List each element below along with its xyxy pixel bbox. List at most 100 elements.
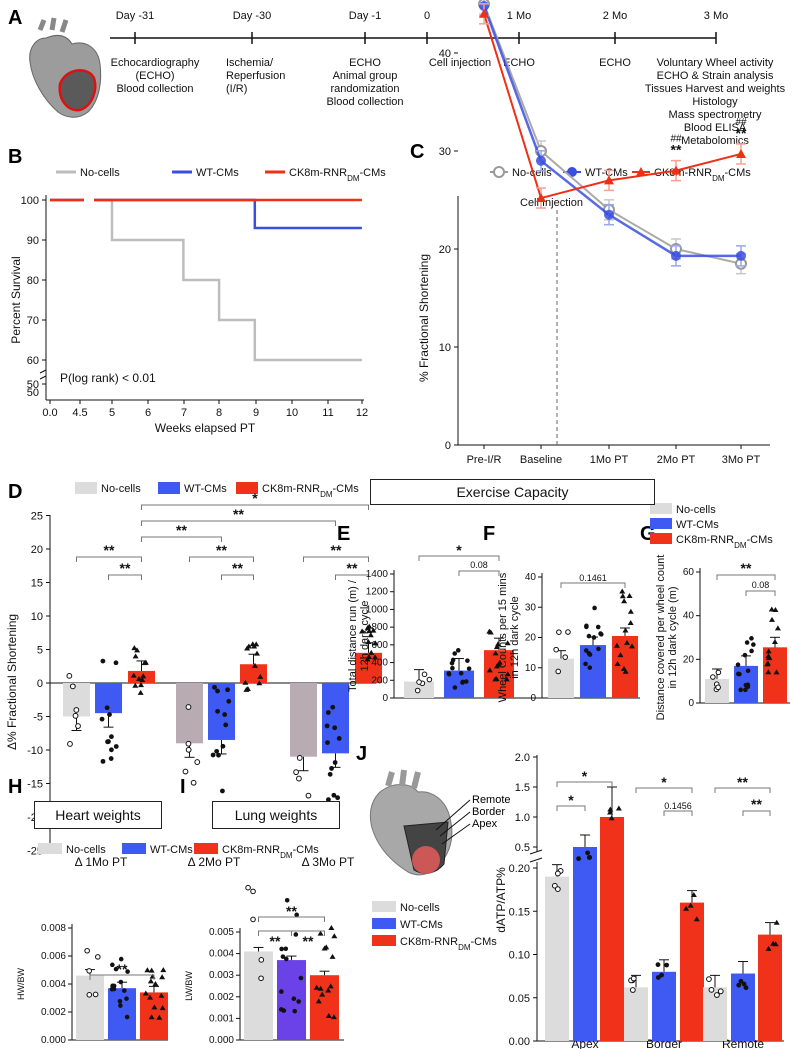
data-point (125, 969, 130, 974)
legend-ck8-sub: DM (320, 490, 333, 499)
data-point (619, 588, 626, 594)
y-tick-label: 0.008 (41, 923, 66, 934)
data-point (372, 640, 379, 646)
legend-ck8-sub: DM (458, 943, 471, 952)
sig-label: ** (216, 542, 227, 558)
data-point (109, 747, 114, 753)
y-tick-label: 0 (37, 678, 43, 690)
sig-bracket (108, 574, 142, 580)
y-tick-label: 1000 (366, 604, 389, 615)
y-tick-label: 0.005 (209, 927, 234, 938)
timeline-event-text: Blood collection (326, 96, 403, 108)
x-tick-label: 4.5 (72, 407, 87, 419)
heart-diagram-icon (369, 769, 471, 876)
data-point (283, 946, 289, 952)
diagram-label-border: Border (472, 806, 505, 818)
sig-bracket (663, 810, 693, 816)
data-point (327, 983, 334, 989)
data-point (765, 648, 772, 654)
data-point (95, 954, 101, 960)
legend-swatch-nocells (75, 482, 97, 494)
legend-nocells-label: No-cells (66, 844, 106, 856)
data-point (587, 665, 593, 670)
data-point (99, 716, 105, 722)
data-point (144, 967, 151, 973)
data-point (284, 956, 289, 962)
y-axis-title: Wheel Counts per 15 mins (497, 572, 509, 702)
legend-ck8-sub: DM (347, 174, 360, 183)
timeline-day-label: Day -31 (116, 10, 155, 22)
data-point (493, 644, 500, 650)
point-wt (736, 250, 746, 261)
y-tick-label: 0.5 (515, 842, 530, 854)
y-tick-label: 5 (37, 645, 43, 657)
data-point (751, 642, 756, 647)
legend-ck8-tail: -CMs (360, 167, 387, 179)
y-tick-label: 10 (525, 663, 537, 674)
data-point (617, 652, 624, 658)
panel-label-c: C (410, 141, 424, 163)
data-point (626, 593, 633, 599)
y-tick-label: 20 (683, 654, 695, 665)
data-point (158, 992, 165, 998)
data-point (110, 983, 115, 989)
data-point (330, 1014, 337, 1020)
data-point (330, 704, 336, 710)
data-point (455, 648, 461, 653)
legend-nocells-label: No-cells (101, 483, 141, 495)
panel-label-e: E (337, 523, 350, 545)
data-point (250, 916, 256, 923)
distance-per-count-chart: 0 20 40 60 Distance covered per wheel count i… (655, 555, 790, 721)
bar (624, 987, 648, 1041)
sig-bracket (141, 504, 369, 510)
data-point (770, 940, 777, 946)
data-point (332, 725, 338, 731)
axis-break-gap (532, 852, 544, 862)
data-point (744, 640, 750, 645)
logrank-annotation: P(log rank) < 0.01 (60, 371, 156, 385)
legend-ck8-tail: -CMs (471, 936, 498, 948)
legend-marker-ck8 (636, 167, 646, 176)
legend-ck8-base: CK8m-RNR (262, 483, 320, 495)
data-point (622, 668, 629, 674)
sig-star: ** (736, 125, 747, 141)
data-point (765, 669, 772, 675)
timeline-event-text: Voluntary Wheel activity (657, 57, 774, 69)
data-point (496, 659, 503, 665)
data-point (715, 684, 721, 691)
y-axis-title: Distance covered per wheel count (655, 555, 667, 721)
data-point (284, 897, 290, 903)
data-point (243, 686, 250, 692)
sig-star: ** (671, 142, 682, 158)
data-point (614, 661, 621, 667)
legend-ck8-label: CK8m-RNRDM-CMs (676, 534, 773, 550)
heart-weights-title: Heart weights (55, 807, 141, 823)
data-point (251, 662, 258, 668)
y-tick-label: 60 (27, 355, 39, 367)
y-tick-label: 1200 (366, 587, 389, 598)
data-point (214, 748, 220, 754)
sig-label: ** (286, 903, 297, 919)
data-point (608, 815, 615, 821)
data-point (131, 645, 138, 651)
legend-wt-label: WT-CMs (585, 167, 628, 179)
data-point (591, 635, 597, 640)
data-point (245, 643, 252, 649)
heart-weights-box: Heart weights (34, 801, 162, 829)
data-point (764, 660, 771, 666)
data-point (325, 1012, 332, 1018)
data-point (414, 687, 421, 694)
sig-label: ** (331, 542, 342, 558)
y-tick-label: 0 (382, 693, 388, 704)
bar (76, 975, 104, 1040)
sig-bracket (76, 556, 142, 562)
y-tick-label: 0.006 (41, 951, 66, 962)
panel-label-b: B (8, 146, 22, 168)
panel-label-i: I (180, 776, 186, 798)
legend-h: No-cells WT-CMs CK8m-RNRDM-CMs (38, 843, 319, 860)
sig-bracket (556, 805, 586, 811)
y-tick-label: 600 (371, 640, 388, 651)
data-point (583, 648, 589, 653)
data-point (765, 945, 772, 951)
